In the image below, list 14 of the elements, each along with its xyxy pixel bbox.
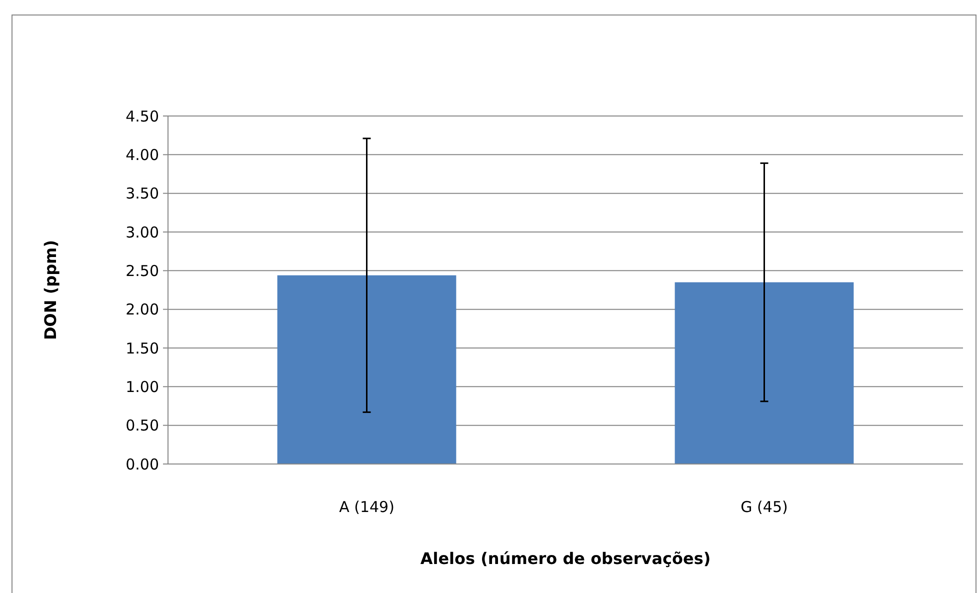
y-axis-title: DON (ppm) <box>41 240 60 340</box>
y-tick-label: 2.00 <box>126 300 159 319</box>
y-tick-label: 1.50 <box>126 339 159 358</box>
y-tick-label: 1.00 <box>126 378 159 396</box>
y-tick-label: 2.50 <box>126 262 159 280</box>
x-axis-title: Alelos (número de observações) <box>420 549 711 568</box>
y-tick-label: 4.50 <box>126 107 159 126</box>
y-tick-label: 0.00 <box>126 455 159 474</box>
y-tick-label: 3.00 <box>126 223 159 242</box>
y-tick-label: 3.50 <box>126 184 159 203</box>
x-tick-label: G (45) <box>740 498 788 516</box>
y-tick-label: 0.50 <box>126 416 159 435</box>
y-tick-label: 4.00 <box>126 146 159 164</box>
x-tick-label: A (149) <box>339 498 394 516</box>
